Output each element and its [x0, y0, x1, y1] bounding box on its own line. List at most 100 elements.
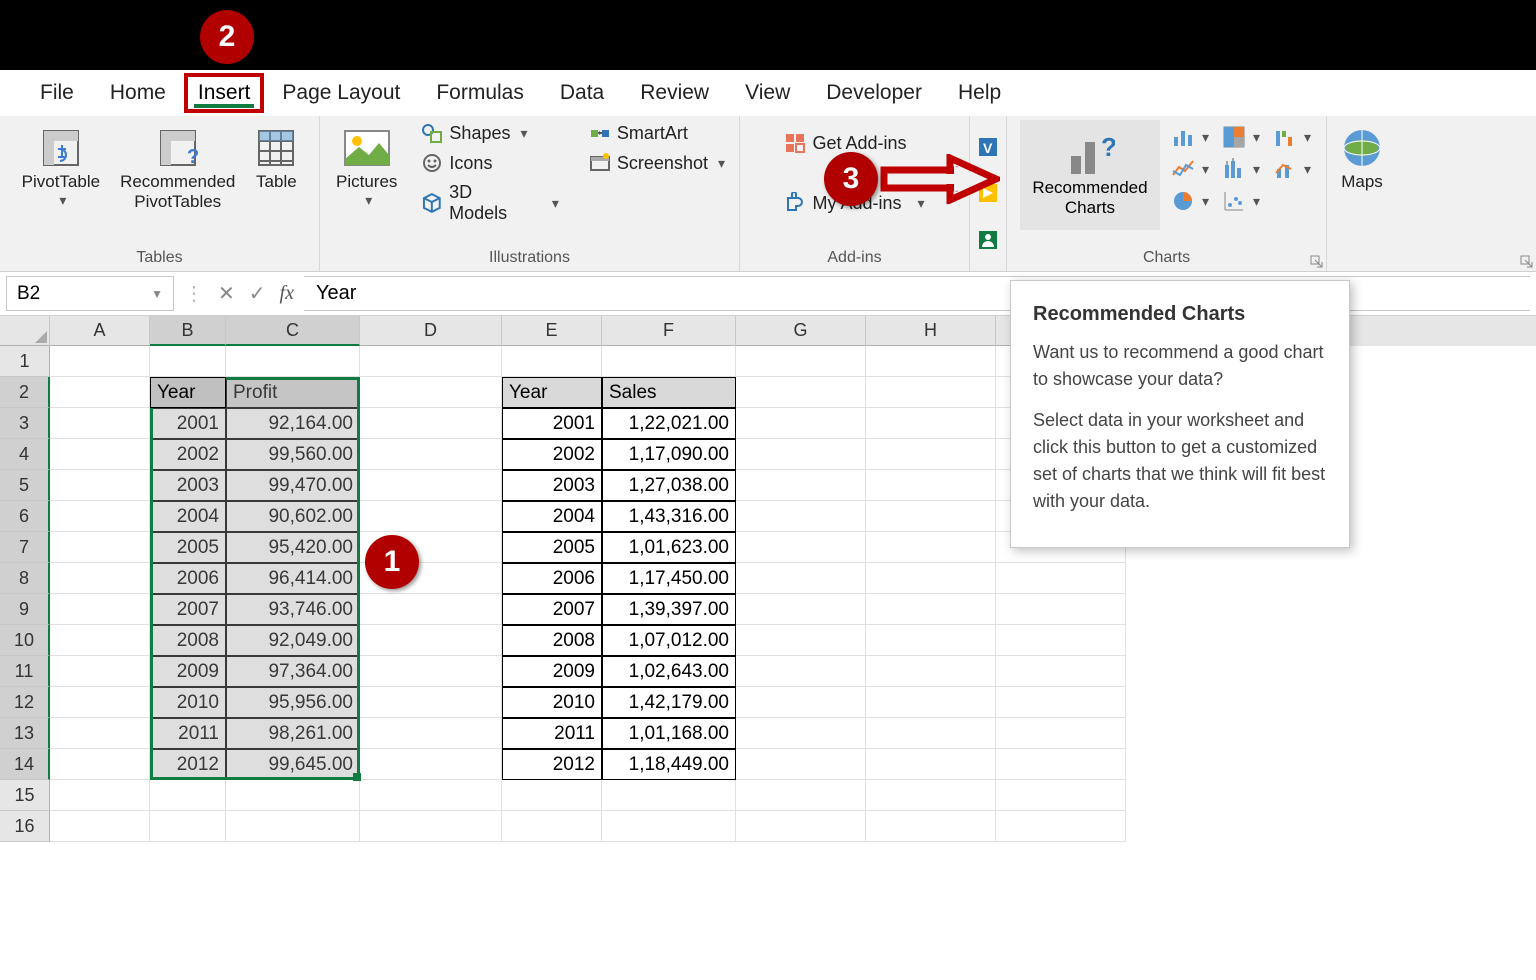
- column-header[interactable]: E: [502, 316, 602, 346]
- cell[interactable]: [502, 811, 602, 842]
- cell[interactable]: [50, 811, 150, 842]
- cell[interactable]: [736, 594, 866, 625]
- cell[interactable]: [602, 346, 736, 377]
- cell[interactable]: 2011: [150, 718, 226, 749]
- cell[interactable]: 1,17,090.00: [602, 439, 736, 470]
- cell[interactable]: 99,560.00: [226, 439, 360, 470]
- cell[interactable]: [996, 749, 1126, 780]
- cell[interactable]: Profit: [226, 377, 360, 408]
- row-header[interactable]: 10: [0, 625, 50, 656]
- cell[interactable]: [360, 811, 502, 842]
- recommended-pivottables-button[interactable]: ? Recommended PivotTables: [114, 120, 241, 217]
- cell[interactable]: [50, 718, 150, 749]
- pie-chart-button[interactable]: ▾: [1170, 188, 1209, 214]
- statistic-chart-button[interactable]: ▾: [1221, 156, 1260, 182]
- cell[interactable]: 95,420.00: [226, 532, 360, 563]
- cell[interactable]: 2009: [150, 656, 226, 687]
- cell[interactable]: [866, 811, 996, 842]
- cell[interactable]: 2006: [502, 563, 602, 594]
- row-header[interactable]: 3: [0, 408, 50, 439]
- cell[interactable]: [360, 625, 502, 656]
- row-header[interactable]: 6: [0, 501, 50, 532]
- cell[interactable]: [866, 687, 996, 718]
- cell[interactable]: [736, 749, 866, 780]
- cell[interactable]: [502, 346, 602, 377]
- cell[interactable]: [736, 780, 866, 811]
- cell[interactable]: 2004: [150, 501, 226, 532]
- cell[interactable]: [866, 346, 996, 377]
- screenshot-button[interactable]: Screenshot▾: [585, 150, 729, 176]
- cell[interactable]: 97,364.00: [226, 656, 360, 687]
- cell[interactable]: [50, 625, 150, 656]
- row-header[interactable]: 1: [0, 346, 50, 377]
- cell[interactable]: [996, 811, 1126, 842]
- cell[interactable]: [996, 687, 1126, 718]
- cell[interactable]: [866, 439, 996, 470]
- cell[interactable]: [736, 501, 866, 532]
- cell[interactable]: [502, 780, 602, 811]
- tab-insert[interactable]: Insert: [184, 73, 265, 113]
- cell[interactable]: [50, 470, 150, 501]
- cell[interactable]: 2007: [150, 594, 226, 625]
- cell[interactable]: [50, 532, 150, 563]
- row-header[interactable]: 7: [0, 532, 50, 563]
- shapes-button[interactable]: Shapes▾: [417, 120, 562, 146]
- cell[interactable]: [736, 563, 866, 594]
- cell[interactable]: [226, 780, 360, 811]
- people-graph-icon[interactable]: [976, 228, 1000, 252]
- cell[interactable]: 1,18,449.00: [602, 749, 736, 780]
- row-header[interactable]: 4: [0, 439, 50, 470]
- column-chart-button[interactable]: ▾: [1170, 124, 1209, 150]
- name-box[interactable]: B2 ▼: [6, 276, 174, 311]
- cell[interactable]: [602, 780, 736, 811]
- cell[interactable]: 2012: [150, 749, 226, 780]
- recommended-charts-button[interactable]: ? Recommended Charts: [1020, 120, 1160, 230]
- cell[interactable]: [360, 687, 502, 718]
- cell[interactable]: [50, 687, 150, 718]
- cell[interactable]: [360, 749, 502, 780]
- cell[interactable]: 1,02,643.00: [602, 656, 736, 687]
- cell[interactable]: 2009: [502, 656, 602, 687]
- row-header[interactable]: 2: [0, 377, 50, 408]
- cell[interactable]: [50, 563, 150, 594]
- row-header[interactable]: 16: [0, 811, 50, 842]
- cell[interactable]: 2008: [502, 625, 602, 656]
- maps-button[interactable]: Maps: [1334, 120, 1390, 196]
- cell[interactable]: [50, 780, 150, 811]
- cell[interactable]: [736, 408, 866, 439]
- cell[interactable]: [360, 780, 502, 811]
- cell[interactable]: [866, 780, 996, 811]
- cell[interactable]: 1,17,450.00: [602, 563, 736, 594]
- cell[interactable]: 1,39,397.00: [602, 594, 736, 625]
- cell[interactable]: 1,27,038.00: [602, 470, 736, 501]
- cell[interactable]: 2008: [150, 625, 226, 656]
- cell[interactable]: [50, 749, 150, 780]
- cell[interactable]: 2002: [502, 439, 602, 470]
- column-header[interactable]: D: [360, 316, 502, 346]
- tab-formulas[interactable]: Formulas: [418, 73, 542, 113]
- cell[interactable]: [866, 625, 996, 656]
- cell[interactable]: 99,645.00: [226, 749, 360, 780]
- cell[interactable]: [360, 377, 502, 408]
- cell[interactable]: [602, 811, 736, 842]
- cell[interactable]: [360, 346, 502, 377]
- cell[interactable]: 2010: [150, 687, 226, 718]
- cell[interactable]: [996, 594, 1126, 625]
- row-header[interactable]: 12: [0, 687, 50, 718]
- cell[interactable]: [866, 563, 996, 594]
- tab-view[interactable]: View: [727, 73, 808, 113]
- cell[interactable]: [866, 718, 996, 749]
- hierarchy-chart-button[interactable]: ▾: [1221, 124, 1260, 150]
- pictures-button[interactable]: Pictures ▾: [330, 120, 403, 213]
- cell[interactable]: [150, 346, 226, 377]
- chevron-down-icon[interactable]: ▼: [151, 287, 163, 301]
- enter-icon[interactable]: ✓: [249, 281, 266, 306]
- column-header[interactable]: H: [866, 316, 996, 346]
- cell[interactable]: [866, 656, 996, 687]
- cell[interactable]: [736, 439, 866, 470]
- cell[interactable]: 96,414.00: [226, 563, 360, 594]
- row-header[interactable]: 11: [0, 656, 50, 687]
- cell[interactable]: 2007: [502, 594, 602, 625]
- combo-chart-button[interactable]: ▾: [1272, 156, 1311, 182]
- column-header[interactable]: B: [150, 316, 226, 346]
